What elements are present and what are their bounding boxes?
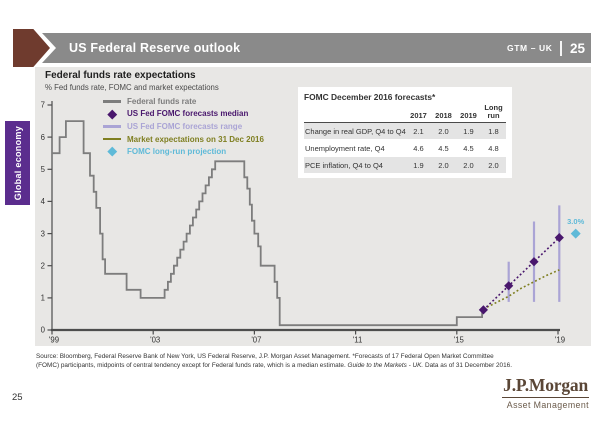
- cell: 2.0: [456, 156, 481, 174]
- y-tick-label: 6: [41, 133, 45, 142]
- jpmorgan-logo: J.P.Morgan Asset Management: [502, 375, 589, 410]
- gtm-label: GTM – UK: [507, 43, 553, 53]
- line-marker-icon: [102, 100, 122, 103]
- x-tick-label: '03: [150, 336, 160, 345]
- source-line-1: Source: Bloomberg, Federal Reserve Bank …: [36, 353, 494, 360]
- table-header-empty: [304, 103, 406, 124]
- table-header-2019: 2019: [456, 103, 481, 124]
- fomc-median-line: [482, 237, 560, 311]
- long-run-value-label: 3.0%: [567, 217, 584, 226]
- cell: 2.1: [406, 122, 431, 140]
- fed-funds-line: [52, 120, 485, 327]
- logo-subtitle: Asset Management: [506, 399, 589, 410]
- legend-item-market-expectations: Market expectations on 31 Dec 2016: [102, 133, 264, 146]
- legend-label: US Fed FOMC forecasts median: [127, 109, 249, 119]
- fomc-median-diamond: [529, 257, 539, 267]
- table-row: Unemployment rate, Q4 4.6 4.5 4.5 4.8: [304, 139, 506, 157]
- fomc-median-diamond: [504, 281, 514, 291]
- table-row: Change in real GDP, Q4 to Q4 2.1 2.0 1.9…: [304, 122, 506, 140]
- cell: 4.5: [431, 139, 456, 157]
- guide-name: Guide to the Markets - UK.: [347, 362, 424, 370]
- cell: 2.0: [431, 156, 456, 174]
- cell: 1.8: [481, 122, 506, 140]
- y-tick-label: 7: [41, 101, 45, 110]
- x-tick-label: '07: [251, 336, 261, 345]
- table-title: FOMC December 2016 forecasts*: [304, 92, 436, 102]
- table-header-2018: 2018: [431, 103, 456, 124]
- fomc-median-diamond: [554, 233, 564, 243]
- legend-label: Federal funds rate: [127, 96, 197, 106]
- table-header-row: 2017 2018 2019 Long run: [304, 103, 506, 124]
- y-tick-label: 5: [41, 165, 46, 174]
- cell: 4.5: [456, 139, 481, 157]
- y-tick-label: 2: [41, 261, 45, 270]
- chart-title: Federal funds rate expectations: [45, 70, 196, 81]
- y-tick-label: 0: [41, 326, 46, 335]
- gtm-reference: GTM – UK 25: [507, 33, 585, 63]
- legend-item-fomc-range: US Fed FOMC forecasts range: [102, 120, 264, 133]
- legend-item-fomc-median: US Fed FOMC forecasts median: [102, 108, 264, 121]
- y-tick-label: 1: [41, 294, 45, 303]
- market-expectations-line: [483, 269, 560, 310]
- x-tick-label: '11: [353, 336, 363, 345]
- page-title: US Federal Reserve outlook: [69, 41, 241, 55]
- legend-item-long-run-projection: FOMC long-run projection: [102, 145, 264, 158]
- x-tick-label: '99: [49, 336, 59, 345]
- table-row: PCE inflation, Q4 to Q4 1.9 2.0 2.0 2.0: [304, 156, 506, 174]
- source-line-2: (FOMC) participants, midpoints of centra…: [36, 362, 512, 370]
- legend-label: FOMC long-run projection: [127, 147, 227, 157]
- row-label: Unemployment rate, Q4: [304, 139, 406, 157]
- x-tick-label: '15: [454, 336, 465, 345]
- row-label: Change in real GDP, Q4 to Q4: [304, 122, 406, 140]
- chart-subtitle: % Fed funds rate, FOMC and market expect…: [45, 83, 219, 92]
- chart-legend: Federal funds rate US Fed FOMC forecasts…: [102, 95, 264, 158]
- y-tick-label: 3: [41, 229, 45, 238]
- line-marker-icon: [102, 137, 122, 141]
- cell: 2.0: [431, 122, 456, 140]
- row-label: PCE inflation, Q4 to Q4: [304, 156, 406, 174]
- gtm-separator: [560, 40, 562, 56]
- cell: 2.0: [481, 156, 506, 174]
- cell: 1.9: [406, 156, 431, 174]
- fomc-median-diamond: [478, 305, 488, 315]
- slide-page-number: 25: [12, 392, 23, 403]
- source-note: Source: Bloomberg, Federal Reserve Bank …: [36, 352, 592, 371]
- legend-label: Market expectations on 31 Dec 2016: [127, 134, 264, 144]
- cell: 4.8: [481, 139, 506, 157]
- header-bar: [42, 33, 591, 63]
- long-run-diamond: [570, 228, 581, 239]
- sidebar-tab-global-economy: Global economy: [5, 121, 30, 205]
- cell: 4.6: [406, 139, 431, 157]
- gtm-page-number: 25: [569, 40, 585, 56]
- line-marker-icon: [102, 125, 122, 128]
- fomc-forecast-table: FOMC December 2016 forecasts* 2017 2018 …: [298, 87, 512, 179]
- cell: 1.9: [456, 122, 481, 140]
- diamond-marker-icon: [102, 109, 122, 119]
- diamond-marker-icon: [102, 147, 122, 157]
- x-tick-label: '19: [555, 336, 565, 345]
- table-header-2017: 2017: [406, 103, 431, 124]
- legend-label: US Fed FOMC forecasts range: [127, 121, 243, 131]
- logo-wordmark: J.P.Morgan: [502, 375, 589, 398]
- y-tick-label: 4: [41, 197, 46, 206]
- legend-item-fed-funds-rate: Federal funds rate: [102, 95, 264, 108]
- table-header-long-run: Long run: [481, 103, 506, 124]
